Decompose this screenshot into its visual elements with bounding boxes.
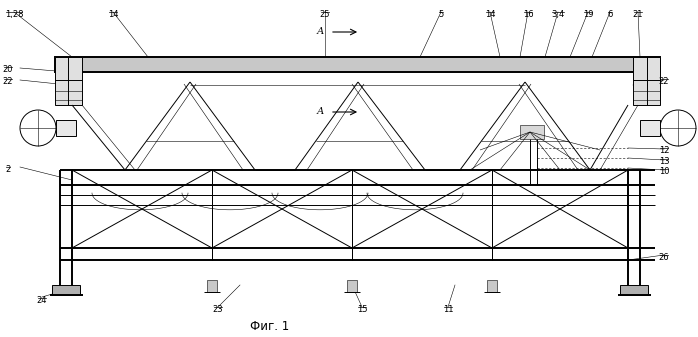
Text: 22: 22 <box>3 77 13 86</box>
Text: 14: 14 <box>484 10 496 19</box>
Text: 23: 23 <box>213 305 223 314</box>
Bar <box>487 280 497 292</box>
Text: Фиг. 1: Фиг. 1 <box>251 320 290 333</box>
Bar <box>207 280 217 292</box>
Circle shape <box>660 110 696 146</box>
Text: 22: 22 <box>659 77 669 86</box>
Bar <box>640 120 660 136</box>
Text: 6: 6 <box>607 10 613 19</box>
Text: 26: 26 <box>659 253 669 262</box>
Text: А: А <box>316 108 324 117</box>
Bar <box>633 57 660 105</box>
Circle shape <box>20 110 56 146</box>
Text: 25: 25 <box>320 10 330 19</box>
Bar <box>347 280 357 292</box>
Text: 14: 14 <box>107 10 118 19</box>
Text: 24: 24 <box>37 296 47 305</box>
Bar <box>55 57 82 105</box>
Text: 3,4: 3,4 <box>551 10 565 19</box>
Text: 19: 19 <box>583 10 593 19</box>
Bar <box>55 57 660 72</box>
Text: 16: 16 <box>523 10 533 19</box>
Bar <box>52 285 80 295</box>
Text: 21: 21 <box>633 10 644 19</box>
Bar <box>520 125 544 139</box>
Bar <box>56 120 76 136</box>
Text: 13: 13 <box>659 157 669 166</box>
Text: 15: 15 <box>357 305 367 314</box>
Text: 5: 5 <box>438 10 444 19</box>
Text: 11: 11 <box>443 305 453 314</box>
Text: 12: 12 <box>659 146 669 155</box>
Text: 2: 2 <box>6 165 10 174</box>
Text: 1,28: 1,28 <box>5 10 23 19</box>
Text: А: А <box>316 28 324 36</box>
Text: 20: 20 <box>3 65 13 74</box>
Bar <box>620 285 648 295</box>
Text: 10: 10 <box>659 167 669 176</box>
